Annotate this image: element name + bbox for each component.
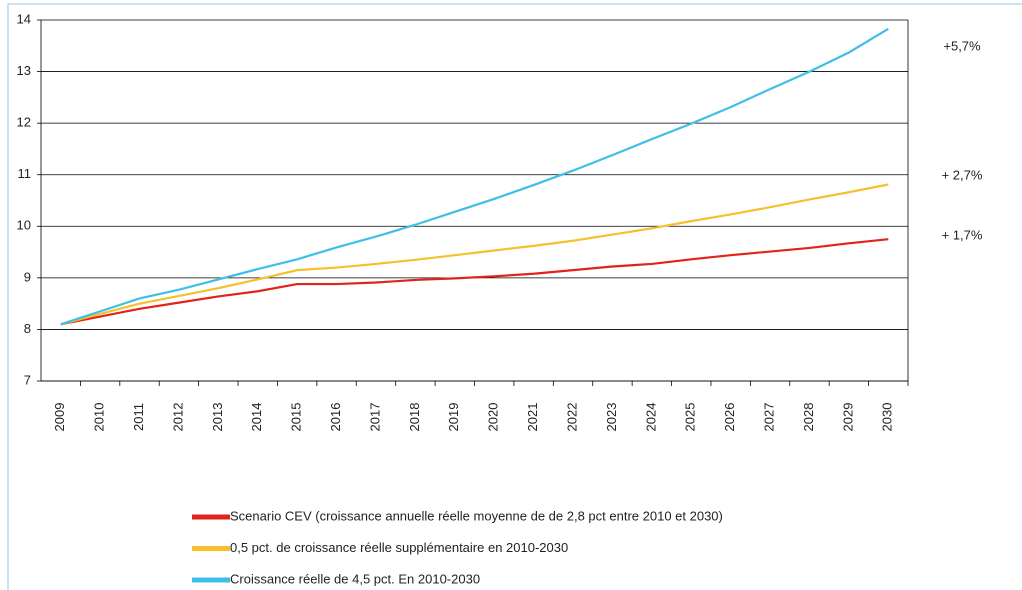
- y-tick-label: 12: [17, 115, 31, 130]
- x-tick-label: 2012: [170, 403, 185, 432]
- legend-label: Scenario CEV (croissance annuelle réelle…: [230, 508, 723, 523]
- x-tick-label: 2022: [564, 403, 579, 432]
- y-tick-label: 8: [24, 321, 31, 336]
- series-line: [60, 27, 889, 326]
- frame: [7, 3, 1022, 590]
- annotation: + 2,7%: [942, 167, 983, 182]
- x-tick-label: 2016: [328, 403, 343, 432]
- x-tick-label: 2030: [880, 403, 895, 432]
- x-tick-label: 2025: [683, 403, 698, 432]
- x-tick-label: 2029: [840, 403, 855, 432]
- x-tick-label: 2010: [92, 403, 107, 432]
- y-tick-label: 11: [18, 166, 32, 181]
- x-tick-label: 2017: [367, 403, 382, 432]
- annotation: + 1,7%: [942, 227, 983, 242]
- x-tick-label: 2015: [289, 403, 304, 432]
- series-line: [60, 183, 889, 326]
- series-line: [60, 238, 889, 326]
- x-tick-label: 2014: [249, 403, 264, 432]
- x-tick-label: 2019: [446, 403, 461, 432]
- y-tick-label: 7: [24, 372, 31, 387]
- y-tick-label: 9: [24, 269, 31, 284]
- x-tick-label: 2009: [52, 403, 67, 432]
- y-tick-label: 13: [17, 63, 31, 78]
- x-tick-label: 2021: [525, 403, 540, 432]
- x-tick-label: 2020: [486, 403, 501, 432]
- legend-label: 0,5 pct. de croissance réelle supplément…: [230, 540, 568, 555]
- x-tick-label: 2024: [643, 403, 658, 432]
- x-tick-label: 2026: [722, 403, 737, 432]
- x-tick-label: 2023: [604, 403, 619, 432]
- legend-label: Croissance réelle de 4,5 pct. En 2010-20…: [230, 571, 480, 586]
- y-tick-label: 10: [17, 218, 31, 233]
- x-tick-label: 2028: [801, 403, 816, 432]
- x-tick-label: 2027: [762, 403, 777, 432]
- y-tick-label: 14: [17, 11, 31, 26]
- x-tick-label: 2013: [210, 403, 225, 432]
- x-tick-label: 2018: [407, 403, 422, 432]
- x-tick-label: 2011: [131, 403, 146, 431]
- annotation: +5,7%: [943, 38, 981, 53]
